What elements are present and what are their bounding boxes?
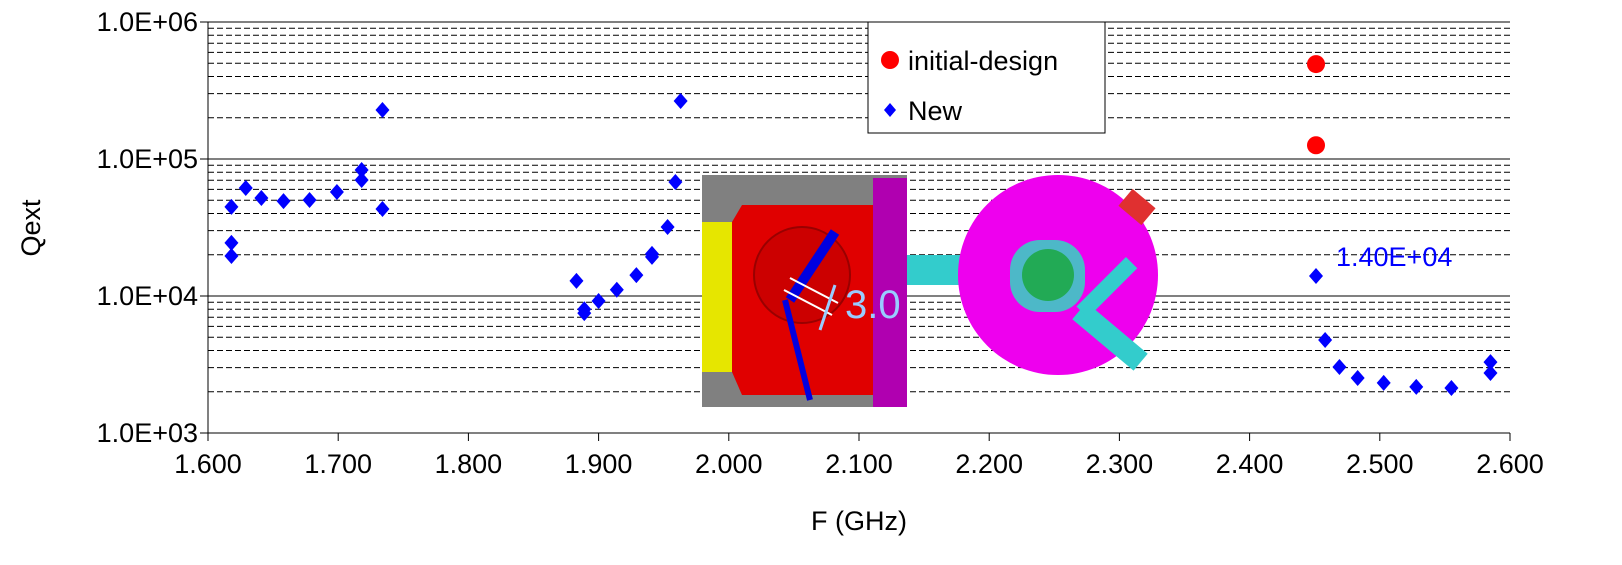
data-point <box>1332 359 1346 375</box>
x-tick-label: 2.600 <box>1476 449 1544 479</box>
x-tick-label: 2.400 <box>1216 449 1284 479</box>
x-tick-label: 1.800 <box>435 449 503 479</box>
legend-marker <box>881 51 899 69</box>
y-tick-label: 1.0E+03 <box>97 418 198 448</box>
data-point <box>224 199 238 215</box>
chart: 3.0 Qext F (GHz) 1.0E+03 1.0E+04 1.0E+05 1.… <box>0 0 1622 560</box>
data-point <box>674 93 688 109</box>
legend-label: initial-design <box>908 46 1058 76</box>
data-point <box>610 282 624 298</box>
y-tick-label: 1.0E+04 <box>97 281 198 311</box>
x-tick-label: 2.500 <box>1346 449 1414 479</box>
y-tick-label: 1.0E+06 <box>97 7 198 37</box>
data-point <box>645 246 659 262</box>
data-point <box>224 248 238 264</box>
data-point <box>1351 370 1365 386</box>
data-point <box>668 174 682 190</box>
data-point <box>330 184 344 200</box>
legend-box <box>868 22 1105 133</box>
data-point <box>1377 375 1391 391</box>
data-point <box>629 267 643 283</box>
data-point <box>303 192 317 208</box>
data-point <box>254 190 268 206</box>
inset-image: 3.0 <box>702 175 1158 407</box>
annotation: 1.40E+04 <box>1336 242 1452 272</box>
dimension-label: 3.0 <box>845 283 901 327</box>
data-point <box>1444 380 1458 396</box>
x-tick-label: 1.900 <box>565 449 633 479</box>
x-axis-label: F (GHz) <box>811 506 907 536</box>
y-tick-label: 1.0E+05 <box>97 144 198 174</box>
x-tick-label: 2.100 <box>825 449 893 479</box>
data-point <box>355 172 369 188</box>
data-point <box>1307 55 1325 73</box>
data-point <box>375 102 389 118</box>
legend-label: New <box>908 96 963 126</box>
data-point <box>1318 332 1332 348</box>
data-point <box>1307 136 1325 154</box>
data-point <box>277 193 291 209</box>
data-point <box>592 293 606 309</box>
y-axis-label: Qext <box>16 199 46 257</box>
data-point <box>661 219 675 235</box>
data-point <box>569 273 583 289</box>
x-tick-label: 2.000 <box>695 449 763 479</box>
x-tick-label: 1.600 <box>174 449 242 479</box>
x-tick-label: 2.300 <box>1086 449 1154 479</box>
data-point <box>1409 379 1423 395</box>
x-tick-label: 1.700 <box>304 449 372 479</box>
data-point <box>1309 268 1323 284</box>
data-point <box>375 201 389 217</box>
x-tick-label: 2.200 <box>955 449 1023 479</box>
data-point <box>239 180 253 196</box>
